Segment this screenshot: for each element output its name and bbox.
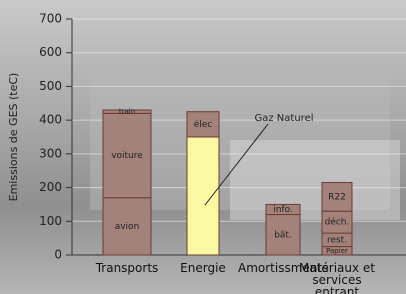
y-axis-title: Emissions de GES (teC) — [7, 73, 20, 202]
segment-label: Papier — [326, 247, 348, 255]
annotation: Gaz Naturel — [255, 113, 314, 124]
segment-label: déch. — [325, 217, 350, 228]
segment-label: info. — [273, 205, 293, 215]
bar-segment — [187, 137, 219, 255]
y-tick-label: 500 — [39, 79, 62, 93]
segment-label: rest. — [327, 235, 347, 245]
y-tick-label: 0 — [54, 248, 62, 262]
y-tick-label: 300 — [39, 146, 62, 160]
chart-container: Emissions de GES (teC) 0 100 200 300 400 500 6… — [0, 0, 406, 294]
segment-label: avion — [115, 222, 140, 232]
segment-label: train — [119, 108, 135, 116]
y-tick-label: 200 — [39, 180, 62, 194]
chart: Emissions de GES (teC) 0 100 200 300 400 500 6… — [0, 0, 406, 294]
background-photo — [230, 140, 400, 220]
y-tick-label: 700 — [39, 12, 62, 26]
x-tick-label: Matériaux et services entrant — [292, 262, 382, 294]
y-tick-label: 100 — [39, 214, 62, 228]
segment-label: élec — [194, 119, 213, 130]
segment-label: R22 — [328, 192, 346, 202]
segment-label: voiture — [111, 151, 143, 161]
y-tick-label: 600 — [39, 45, 62, 59]
x-tick-label: Energie — [158, 262, 248, 274]
segment-label: bât. — [274, 230, 292, 240]
y-tick-label: 400 — [39, 113, 62, 127]
